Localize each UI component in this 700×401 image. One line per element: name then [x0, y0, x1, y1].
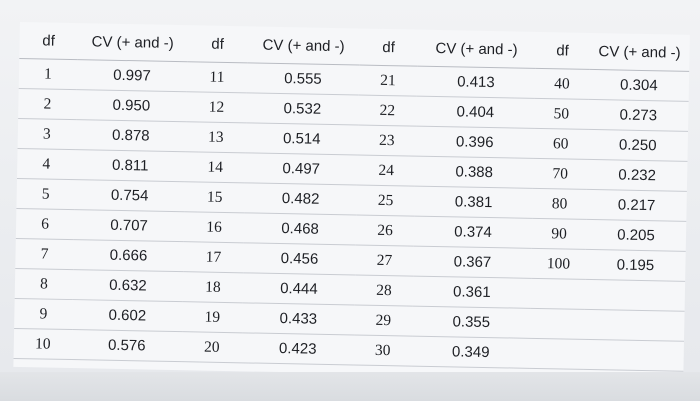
critical-value-cell: 0.576	[71, 329, 183, 362]
df-cell: 2	[18, 88, 77, 120]
header-cv: CV (+ and -)	[77, 23, 188, 62]
critical-value-cell: 0.273	[588, 99, 689, 132]
header-df: df	[187, 25, 248, 63]
df-cell	[530, 278, 586, 310]
df-cell: 11	[186, 61, 248, 93]
critical-value-cell: 0.950	[76, 89, 187, 122]
df-cell: 27	[355, 244, 414, 277]
critical-value-cell: 0.205	[585, 219, 687, 252]
critical-value-cell: 0.250	[587, 129, 689, 162]
df-cell: 17	[183, 241, 244, 273]
critical-value-cell: 0.404	[416, 96, 535, 129]
df-cell: 80	[532, 188, 587, 220]
df-cell: 25	[356, 184, 415, 217]
df-cell: 24	[356, 155, 416, 187]
critical-value-cell: 0.707	[73, 209, 185, 242]
df-cell: 5	[16, 178, 75, 210]
critical-value-cell: 0.413	[416, 66, 536, 99]
df-cell: 4	[16, 148, 76, 180]
critical-value-cell: 0.468	[243, 212, 357, 245]
df-cell: 60	[533, 128, 589, 160]
critical-value-cell: 0.482	[244, 182, 357, 215]
critical-value-cell: 0.381	[414, 186, 533, 219]
critical-value-cell: 0.232	[586, 159, 688, 192]
critical-value-cell: 0.555	[246, 62, 360, 96]
header-cv: CV (+ and -)	[247, 26, 360, 66]
critical-value-cell: 0.811	[74, 149, 186, 182]
df-cell: 21	[358, 65, 418, 97]
df-cell: 15	[184, 181, 245, 213]
df-cell: 9	[14, 298, 73, 330]
df-cell: 50	[534, 98, 589, 130]
critical-value-cell: 0.997	[76, 59, 188, 92]
critical-value-cell: 0.361	[412, 276, 532, 309]
critical-value-cell: 0.304	[588, 69, 690, 102]
critical-value-cell: 0.396	[415, 126, 535, 159]
df-cell: 13	[185, 121, 247, 153]
critical-value-cell: 0.532	[246, 92, 359, 126]
df-cell: 28	[354, 274, 414, 307]
df-cell: 30	[353, 334, 413, 367]
df-cell: 6	[15, 208, 75, 240]
critical-value-cell: 0.444	[242, 272, 356, 305]
critical-value-cell: 0.423	[241, 332, 355, 365]
critical-value-cell	[583, 339, 684, 372]
df-cell: 100	[531, 248, 586, 280]
critical-value-cell: 0.754	[74, 179, 185, 212]
critical-value-cell: 0.878	[75, 119, 187, 152]
df-cell	[530, 308, 585, 340]
df-cell: 22	[358, 95, 417, 127]
df-cell: 90	[531, 218, 587, 250]
df-cell	[529, 338, 585, 370]
table-surface-shadow	[0, 372, 700, 401]
df-cell: 10	[13, 328, 73, 360]
critical-value-cell: 0.433	[242, 302, 355, 335]
df-cell: 1	[18, 58, 78, 90]
critical-value-cell: 0.388	[414, 156, 534, 189]
header-df: df	[535, 31, 590, 70]
critical-value-cell: 0.374	[413, 216, 533, 249]
critical-values-table: df CV (+ and -) df CV (+ and -) df CV (+…	[13, 22, 690, 372]
critical-value-cell: 0.349	[411, 336, 531, 369]
df-cell: 26	[355, 214, 415, 247]
df-cell: 7	[15, 238, 74, 270]
df-cell: 29	[354, 304, 413, 337]
df-cell: 8	[14, 268, 74, 300]
critical-value-cell: 0.195	[585, 249, 686, 282]
df-cell: 18	[182, 271, 244, 303]
critical-value-cell: 0.514	[245, 122, 359, 156]
header-cv: CV (+ and -)	[589, 32, 690, 72]
df-cell: 40	[534, 68, 590, 100]
critical-value-cell	[584, 279, 686, 312]
df-cell: 12	[186, 91, 247, 123]
header-df: df	[359, 28, 418, 67]
df-cell: 19	[182, 301, 243, 333]
df-cell: 70	[532, 158, 588, 190]
critical-value-cell: 0.217	[586, 189, 687, 222]
table-body: 1 0.997 11 0.555 21 0.413 40 0.304 2 0.950 12 0.532…	[13, 58, 690, 372]
critical-value-cell: 0.497	[244, 152, 358, 185]
critical-value-cell: 0.666	[73, 239, 184, 272]
df-cell: 3	[17, 118, 77, 150]
critical-value-cell: 0.355	[412, 306, 531, 339]
critical-value-cell	[584, 309, 685, 342]
header-cv: CV (+ and -)	[417, 29, 536, 69]
critical-value-cell: 0.602	[72, 299, 183, 332]
header-df: df	[19, 22, 78, 60]
df-cell: 14	[184, 151, 246, 183]
critical-value-cell: 0.367	[413, 246, 532, 279]
df-cell: 16	[183, 211, 245, 243]
critical-value-cell: 0.456	[243, 242, 356, 275]
df-cell: 23	[357, 125, 417, 157]
critical-values-sheet: df CV (+ and -) df CV (+ and -) df CV (+…	[13, 22, 690, 380]
critical-value-cell: 0.632	[72, 269, 184, 302]
df-cell: 20	[181, 331, 243, 363]
